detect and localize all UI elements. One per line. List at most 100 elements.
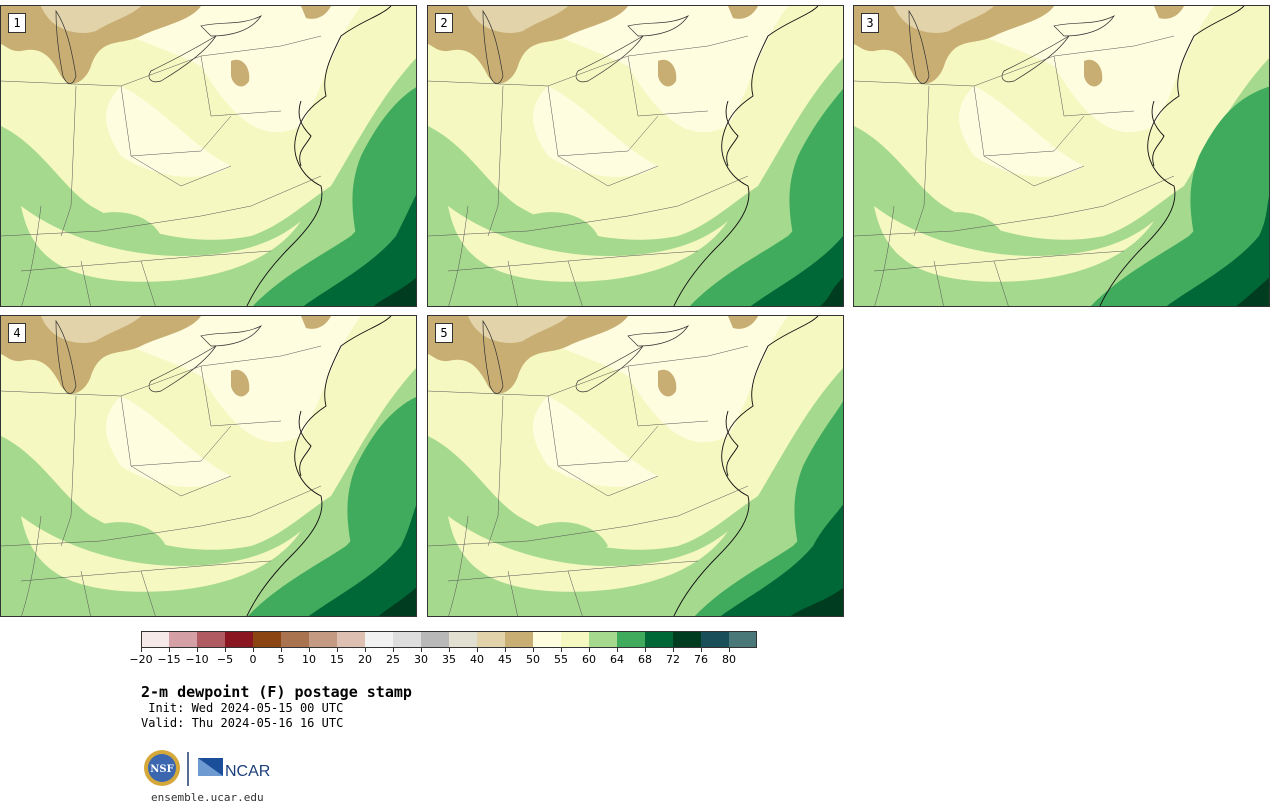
moisture-zone bbox=[21, 516, 301, 592]
lake-ontario-outline bbox=[627, 325, 690, 347]
chesapeake-bay bbox=[1151, 100, 1165, 167]
lake-michigan-outline bbox=[482, 9, 504, 84]
ncar-logo: NCAR bbox=[198, 758, 270, 780]
dewpoint-map bbox=[428, 316, 843, 616]
moisture-zone bbox=[750, 236, 843, 306]
colorbar-tick-label: 35 bbox=[442, 653, 456, 666]
moisture-zone bbox=[533, 396, 658, 487]
colorbar-tick-label: −15 bbox=[157, 653, 181, 666]
colorbar-tick-label: 5 bbox=[277, 653, 285, 666]
state-border bbox=[200, 365, 282, 427]
moisture-zone bbox=[1, 136, 51, 216]
state-border bbox=[120, 85, 232, 157]
colorbar-swatch bbox=[701, 631, 729, 648]
moisture-zone bbox=[1, 446, 51, 526]
colorbar-tick-label: 0 bbox=[249, 653, 257, 666]
colorbar-tick-label: 10 bbox=[302, 653, 316, 666]
state-border bbox=[80, 570, 91, 616]
moisture-zone bbox=[538, 522, 608, 555]
colorbar bbox=[141, 631, 757, 652]
dry-zone bbox=[1154, 6, 1184, 19]
lake-ontario-outline bbox=[200, 15, 263, 37]
moisture-zone bbox=[1236, 277, 1269, 306]
dry-zone bbox=[468, 6, 568, 33]
lake-ontario-outline bbox=[1053, 15, 1116, 37]
moisture-zone bbox=[1090, 147, 1269, 306]
init-time: Init: Wed 2024-05-15 00 UTC bbox=[141, 701, 344, 715]
moisture-zone bbox=[1, 368, 416, 616]
dry-zone bbox=[854, 6, 1054, 84]
colorbar-swatch bbox=[393, 631, 421, 648]
chesapeake-bay bbox=[298, 410, 312, 477]
state-border bbox=[130, 465, 232, 497]
state-border bbox=[547, 85, 659, 157]
state-border bbox=[200, 345, 322, 367]
moisture-zone bbox=[373, 277, 416, 306]
river-border bbox=[21, 515, 42, 616]
state-border bbox=[200, 55, 282, 117]
lake-erie-outline bbox=[575, 345, 644, 393]
colorbar-tick-label: 20 bbox=[358, 653, 372, 666]
panel-number: 5 bbox=[435, 323, 453, 343]
lake-michigan-outline bbox=[55, 319, 77, 394]
colorbar-swatch bbox=[281, 631, 309, 648]
dry-zone bbox=[894, 6, 994, 33]
state-border bbox=[80, 260, 91, 306]
moisture-zone bbox=[874, 206, 1154, 282]
state-border bbox=[1, 485, 322, 547]
colorbar-tick-label: 68 bbox=[638, 653, 652, 666]
lake-ontario-outline bbox=[200, 325, 263, 347]
dry-zone bbox=[658, 59, 677, 87]
moisture-zone bbox=[959, 86, 1084, 177]
state-border bbox=[200, 35, 322, 57]
site-url: ensemble.ucar.edu bbox=[151, 791, 264, 804]
state-border bbox=[447, 250, 699, 272]
colorbar-swatch bbox=[169, 631, 197, 648]
state-border bbox=[973, 85, 1085, 157]
moisture-zone bbox=[934, 212, 1004, 245]
state-border bbox=[567, 260, 583, 306]
panel-number: 2 bbox=[435, 13, 453, 33]
moisture-zone bbox=[428, 368, 843, 616]
dry-zone bbox=[1, 316, 201, 394]
dry-zone bbox=[1084, 59, 1103, 87]
lake-ontario-outline bbox=[627, 15, 690, 37]
moisture-zone bbox=[308, 505, 416, 616]
moisture-zone bbox=[1166, 196, 1269, 306]
dewpoint-map bbox=[854, 6, 1269, 306]
colorbar-tick-label: −5 bbox=[216, 653, 234, 666]
moisture-zone bbox=[106, 86, 231, 177]
colorbar-swatch bbox=[197, 631, 225, 648]
lake-michigan-outline bbox=[482, 319, 504, 394]
colorbar-swatch bbox=[141, 631, 169, 648]
coastline bbox=[673, 316, 819, 616]
colorbar-tick-label: 76 bbox=[694, 653, 708, 666]
moisture-zone bbox=[854, 136, 904, 216]
state-border bbox=[1053, 35, 1175, 57]
moisture-zone bbox=[689, 151, 843, 306]
valid-time: Valid: Thu 2024-05-16 16 UTC bbox=[141, 716, 344, 730]
moisture-zone bbox=[91, 212, 161, 245]
colorbar-swatch bbox=[477, 631, 505, 648]
dry-zone bbox=[41, 6, 141, 33]
state-border bbox=[557, 155, 659, 187]
lake-michigan-outline bbox=[908, 9, 930, 84]
dry-zone bbox=[728, 316, 758, 329]
colorbar-tick-label: 55 bbox=[554, 653, 568, 666]
colorbar-tick-label: −10 bbox=[185, 653, 209, 666]
state-border bbox=[487, 395, 504, 547]
plot-title: 2-m dewpoint (F) postage stamp bbox=[141, 683, 412, 701]
state-border bbox=[20, 250, 272, 272]
state-border bbox=[627, 365, 709, 427]
colorbar-swatch bbox=[561, 631, 589, 648]
colorbar-tick-label: 60 bbox=[582, 653, 596, 666]
state-border bbox=[140, 570, 156, 616]
moisture-zone bbox=[528, 212, 598, 245]
colorbar-tick-label: 72 bbox=[666, 653, 680, 666]
moisture-zone bbox=[106, 396, 231, 487]
state-border bbox=[1, 175, 322, 237]
dry-zone bbox=[658, 369, 677, 397]
river-border bbox=[448, 515, 469, 616]
colorbar-tick-label: 45 bbox=[498, 653, 512, 666]
coastline bbox=[673, 6, 819, 306]
